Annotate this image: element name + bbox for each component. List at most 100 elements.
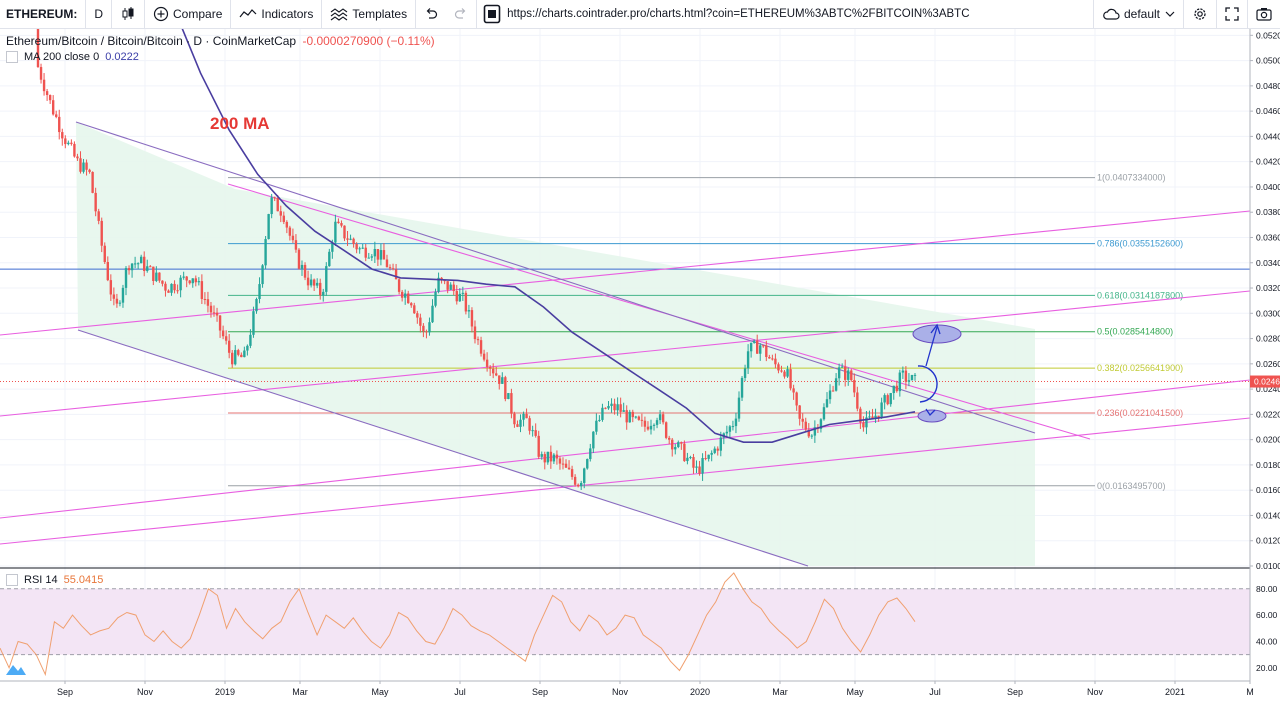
candle-body [413,305,416,314]
fib-label: 0.618(0.0314187800) [1097,290,1183,300]
candle-body [607,405,610,409]
compare-button[interactable]: Compare [145,0,232,29]
candle-body [109,280,113,295]
price-chart[interactable]: 1(0.0407334000) 0.786(0.0355152600) 0.618(… [0,29,1280,710]
interval-button[interactable]: D [86,0,113,29]
templates-label: Templates [352,7,408,21]
price-axis[interactable]: 0.0520 0.0500 0.0480 0.0460 0.0440 0.0420 0.04… [1249,29,1280,681]
redo-button[interactable] [446,0,478,29]
candle-body [139,256,143,264]
candle-body [246,345,249,351]
price-tick-label: 0.0140 [1256,510,1280,520]
candle-body [907,380,911,382]
candle-body [777,364,780,371]
candle-body [598,419,601,421]
candle-body [370,256,374,258]
candle-body [261,265,264,285]
snapshot-button[interactable] [1247,0,1280,29]
candle-body [831,390,835,392]
candle-body [576,484,580,487]
candle-body [634,416,638,418]
candle-body [810,435,814,437]
candles-style-button[interactable] [112,0,146,29]
undo-button[interactable] [416,0,446,29]
candle-body [856,392,859,409]
symbol-label: ETHEREUM: [6,7,78,21]
candle-body [707,454,710,459]
indicators-label: Indicators [261,7,314,21]
candle-body [130,263,134,271]
candle-body [367,257,370,259]
candle-body [337,221,340,224]
candle-body [655,420,659,425]
candle-body [558,458,562,464]
candle-body [70,142,73,144]
candle-body [325,266,328,292]
candle-body [143,256,146,271]
candle-body [543,454,546,463]
candle-body [282,215,286,222]
candle-body [704,458,707,460]
candle-body [495,373,498,376]
candle-body [819,419,823,429]
templates-button[interactable]: Templates [322,0,417,29]
trendline [77,329,809,567]
price-tick-label: 0.0340 [1256,258,1280,268]
candle-body [631,411,634,418]
arrow-down-head [925,408,936,417]
indicators-button[interactable]: Indicators [231,0,323,29]
candle-body [458,293,462,302]
candle-body [746,351,750,369]
symbol-search[interactable]: ETHEREUM: [0,0,87,29]
ma-legend[interactable]: MA 200 close 0 0.0222 [6,51,139,63]
visibility-toggle[interactable] [6,574,18,586]
top-toolbar: ETHEREUM: D Compare Indicators Templates [0,0,1280,29]
trendlines[interactable] [0,121,1251,567]
candle-body [910,375,914,381]
price-tick-label: 0.0500 [1256,56,1280,66]
price-change: -0.0000270900 (−0.11%) [302,34,435,48]
candle-body [756,340,759,354]
camera-icon [1256,8,1272,21]
price-tick-label: 0.0120 [1256,536,1280,546]
candle-body [206,299,210,306]
candle-body [883,395,886,403]
time-tick-label: M [1246,687,1254,697]
candle-body [397,279,401,292]
candle-body [488,366,492,369]
annotations[interactable]: 200 MA [210,114,962,423]
candle-body [434,291,437,306]
last-price-label: 0.0246 [1254,377,1280,387]
candle-body [743,368,747,378]
visibility-toggle[interactable] [6,51,18,63]
candle-body [36,29,40,68]
url-bar[interactable]: https://charts.cointrader.pro/charts.htm… [477,0,1093,29]
candle-body [522,413,525,420]
rsi-legend[interactable]: RSI 14 55.0415 [6,574,103,586]
settings-button[interactable] [1183,0,1216,29]
candle-body [197,281,201,283]
layout-button[interactable]: default [1092,0,1183,29]
candle-body [813,427,817,436]
trendline [0,290,1251,417]
layout-label: default [1123,7,1160,21]
candle-body [382,250,386,260]
candle-body [652,424,656,426]
candle-body [589,448,592,460]
candle-body [749,342,753,352]
candle-body [42,79,46,92]
candle-body [804,421,807,430]
fullscreen-button[interactable] [1216,0,1247,29]
candle-body [346,238,349,240]
candle-body [200,281,204,299]
rsi-line [0,572,916,677]
time-axis[interactable]: Sep Nov 2019 Mar May Jul Sep Nov 2020 Mar May Jul Se… [0,680,1254,697]
candle-body [828,390,832,400]
time-tick-label: Nov [612,687,629,697]
fib-label: 1(0.0407334000) [1097,173,1166,183]
candle-body [285,221,289,228]
chart-legend: Ethereum/Bitcoin / Bitcoin/Bitcoin · D ·… [6,34,435,48]
candle-body [124,268,128,288]
candle-body [385,259,389,268]
candle-body [361,247,364,249]
